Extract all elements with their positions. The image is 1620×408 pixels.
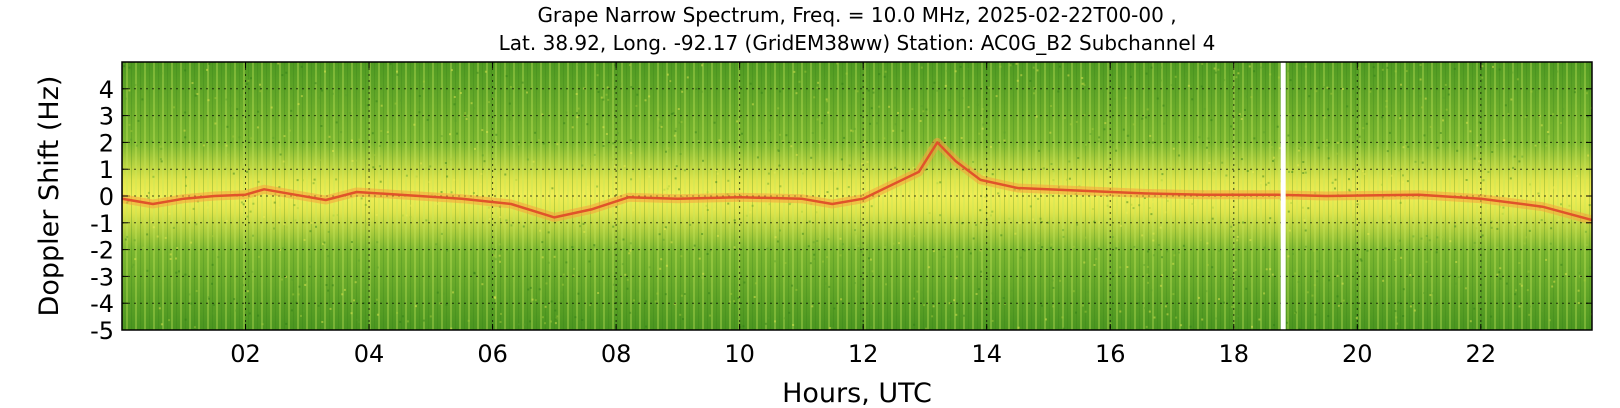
y-tick-label: 2 [99,129,114,157]
y-tick-label: 3 [99,103,114,131]
x-tick-label: 10 [724,340,755,368]
spectrogram-noise [123,62,1592,330]
y-tick-label: -4 [90,290,114,318]
doppler-trace-layer [122,137,1592,225]
y-tick-label: -3 [90,263,114,291]
x-tick-label: 20 [1342,340,1373,368]
x-tick-label: 08 [601,340,632,368]
y-tick-label: 1 [99,156,114,184]
doppler-trace [122,141,1592,222]
x-tick-label: 18 [1218,340,1249,368]
y-tick-label: -1 [90,210,114,238]
x-axis-ticks: 02 04 06 08 10 12 14 16 18 20 22 [230,62,1496,368]
x-tick-label: 16 [1095,340,1126,368]
x-tick-label: 12 [848,340,879,368]
x-axis-label: Hours, UTC [782,378,932,408]
x-tick-label: 06 [477,340,508,368]
plot-area [122,62,1592,330]
x-tick-label: 02 [230,340,261,368]
x-tick-label: 22 [1466,340,1497,368]
y-tick-label: -5 [90,317,114,345]
x-tick-label: 14 [971,340,1002,368]
chart-title-line-1: Grape Narrow Spectrum, Freq. = 10.0 MHz,… [537,3,1176,27]
data-gap-layer [1280,62,1286,330]
y-axis-label: Doppler Shift (Hz) [34,76,65,317]
y-tick-label: -2 [90,237,114,265]
y-tick-label: 0 [99,183,114,211]
chart-title-line-2: Lat. 38.92, Long. -92.17 (GridEM38ww) St… [499,31,1216,55]
data-gap-marker [1280,62,1286,330]
x-tick-label: 04 [354,340,385,368]
y-tick-label: 4 [99,76,114,104]
